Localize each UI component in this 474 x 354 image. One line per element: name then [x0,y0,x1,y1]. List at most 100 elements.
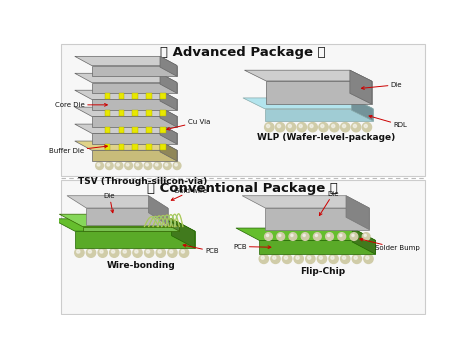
Circle shape [331,256,334,259]
Circle shape [273,256,276,259]
Circle shape [288,124,292,128]
Circle shape [170,250,173,253]
Polygon shape [133,144,138,150]
Polygon shape [92,82,177,93]
Polygon shape [133,110,138,116]
Circle shape [275,122,285,132]
Text: Cu Via: Cu Via [167,119,210,130]
Circle shape [353,124,356,128]
Polygon shape [352,228,375,254]
Polygon shape [160,124,177,144]
Circle shape [155,163,158,166]
Polygon shape [146,144,152,150]
Circle shape [109,248,119,257]
Circle shape [158,250,161,253]
Circle shape [308,122,317,132]
Circle shape [123,250,127,253]
Polygon shape [118,93,124,99]
Text: Die: Die [362,82,402,90]
Text: PCB: PCB [183,244,219,254]
Circle shape [308,256,311,259]
Circle shape [121,248,130,257]
Circle shape [135,250,138,253]
Circle shape [303,234,305,236]
Polygon shape [75,90,177,99]
Circle shape [266,234,269,236]
Circle shape [289,233,297,240]
Polygon shape [92,99,177,110]
Text: Core Die: Core Die [55,102,107,108]
Circle shape [284,256,288,259]
Polygon shape [146,127,152,133]
Polygon shape [160,90,177,110]
Polygon shape [61,179,425,314]
Polygon shape [156,214,179,231]
Polygon shape [160,127,166,133]
Circle shape [301,233,309,240]
Circle shape [266,124,270,128]
Circle shape [164,162,171,170]
Polygon shape [259,240,375,254]
Text: Solder Bump: Solder Bump [360,238,419,251]
Polygon shape [75,231,195,248]
Text: Die: Die [319,191,338,216]
Circle shape [297,122,307,132]
Circle shape [296,256,299,259]
Polygon shape [265,208,369,230]
Polygon shape [92,116,177,127]
Polygon shape [118,110,124,116]
Circle shape [144,162,152,170]
Text: Flip-Chip: Flip-Chip [301,267,346,276]
Circle shape [175,163,177,166]
Circle shape [328,234,330,236]
Polygon shape [266,81,372,104]
Circle shape [77,250,80,253]
Text: Buffer Die: Buffer Die [49,145,107,154]
Text: 【 Conventional Package 】: 【 Conventional Package 】 [147,182,338,195]
Polygon shape [105,127,110,133]
Circle shape [146,163,148,166]
Polygon shape [160,144,166,150]
Circle shape [294,254,303,263]
Circle shape [75,248,84,257]
Polygon shape [105,93,110,99]
Circle shape [341,254,350,263]
Circle shape [145,248,154,257]
Polygon shape [146,110,152,116]
Circle shape [330,122,339,132]
Circle shape [115,162,123,170]
Polygon shape [75,141,177,150]
Polygon shape [52,219,195,231]
Circle shape [306,254,315,263]
Circle shape [354,256,357,259]
Circle shape [310,124,313,128]
Circle shape [362,233,370,240]
Polygon shape [75,56,177,65]
Circle shape [315,234,318,236]
Circle shape [271,254,280,263]
Circle shape [342,256,346,259]
Polygon shape [118,127,124,133]
Text: TSV (Through-silicon-via): TSV (Through-silicon-via) [78,177,208,185]
Polygon shape [160,93,166,99]
Polygon shape [351,98,373,121]
Text: WLP (Wafer-level-package): WLP (Wafer-level-package) [257,133,395,142]
Circle shape [88,250,91,253]
Circle shape [313,233,321,240]
Circle shape [98,248,107,257]
Circle shape [179,248,189,257]
Circle shape [146,250,150,253]
Polygon shape [160,107,177,127]
Polygon shape [160,110,166,116]
Polygon shape [172,219,195,248]
Polygon shape [105,110,110,116]
Polygon shape [160,141,177,161]
Text: RDL: RDL [369,115,407,128]
Polygon shape [160,73,177,93]
Polygon shape [133,93,138,99]
Circle shape [362,122,372,132]
Circle shape [291,234,293,236]
Circle shape [283,254,292,263]
Polygon shape [82,227,179,231]
Circle shape [364,234,366,236]
